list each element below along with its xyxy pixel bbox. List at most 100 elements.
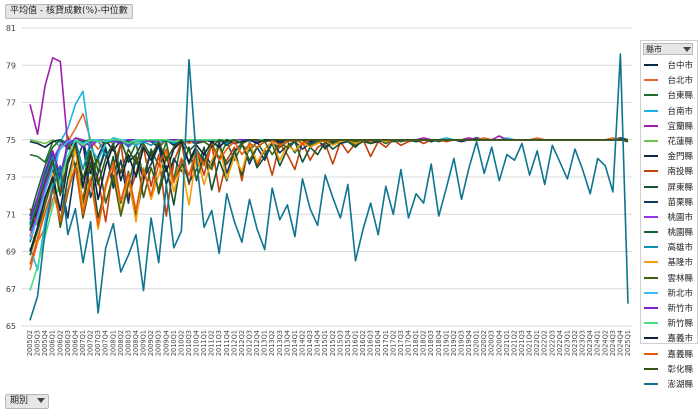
legend-swatch — [644, 155, 658, 158]
x-tick-label: 2018Q3 — [427, 330, 435, 356]
x-tick-label: 2015Q2 — [329, 330, 337, 356]
legend-item[interactable]: 苗栗縣 — [643, 195, 697, 210]
legend-item[interactable]: 澎湖縣 — [643, 377, 697, 392]
x-tick-label: 2008Q2 — [117, 330, 125, 356]
x-tick-label: 2018Q1 — [412, 330, 420, 356]
x-tick-label: 2020Q1 — [473, 330, 481, 356]
legend-label: 花蓮縣 — [667, 136, 693, 147]
legend-item[interactable]: 桃園市 — [643, 210, 697, 225]
x-tick-label: 2016Q3 — [367, 330, 375, 356]
legend-item[interactable]: 彰化縣 — [643, 362, 697, 377]
legend-item[interactable]: 雲林縣 — [643, 271, 697, 286]
x-tick-label: 2023Q2 — [571, 330, 579, 356]
x-tick-label: 2021Q4 — [526, 330, 534, 356]
legend-item[interactable]: 基隆市 — [643, 255, 697, 270]
x-tick-label: 2009Q1 — [140, 330, 148, 356]
x-tick-label: 2023Q1 — [563, 330, 571, 356]
legend-swatch — [644, 215, 658, 218]
legend-item[interactable]: 新竹市 — [643, 301, 697, 316]
x-tick-label: 2014Q4 — [314, 330, 322, 356]
legend-item[interactable]: 新北市 — [643, 286, 697, 301]
x-tick-label: 2007Q1 — [79, 330, 87, 356]
legend-item[interactable]: 桃園縣 — [643, 225, 697, 240]
legend-title-text: 縣市 — [646, 45, 662, 54]
x-tick-label: 2014Q2 — [299, 330, 307, 356]
legend-item[interactable]: 花蓮縣 — [643, 134, 697, 149]
legend-item[interactable]: 宜蘭縣 — [643, 119, 697, 134]
x-tick-label: 2012Q1 — [230, 330, 238, 356]
legend-swatch — [644, 367, 658, 370]
y-tick-label: 79 — [6, 61, 16, 70]
x-tick-label: 2020Q4 — [495, 330, 503, 356]
legend-label: 金門縣 — [667, 152, 693, 163]
filter-icon[interactable] — [37, 395, 45, 408]
y-tick-label: 67 — [6, 285, 16, 294]
legend-label: 桃園縣 — [667, 228, 693, 239]
legend-label: 嘉義市 — [667, 334, 693, 345]
legend-item[interactable]: 嘉義縣 — [643, 347, 697, 362]
y-tick-label: 69 — [6, 248, 16, 257]
x-tick-label: 2017Q1 — [382, 330, 390, 356]
legend-item[interactable]: 嘉義市 — [643, 331, 697, 346]
legend-swatch — [644, 246, 658, 249]
x-axis-ticks: 2005Q2 2005Q3 2005Q4 2006Q1 2006Q2 2006Q3 2006… — [26, 330, 632, 356]
category-field-label: 期別 — [10, 396, 29, 406]
value-field-button[interactable]: 平均值 - 核貸成數(%)-中位數 — [5, 4, 133, 19]
x-tick-label: 2011Q3 — [215, 330, 223, 356]
legend-swatch — [644, 291, 658, 294]
legend-label: 屏東縣 — [667, 182, 693, 193]
legend-item[interactable]: 南投縣 — [643, 164, 697, 179]
legend-label: 澎湖縣 — [667, 379, 693, 390]
x-tick-label: 2019Q2 — [450, 330, 458, 356]
x-tick-label: 2011Q2 — [208, 330, 216, 356]
x-tick-label: 2015Q3 — [336, 330, 344, 356]
legend-swatch — [644, 94, 658, 97]
x-tick-label: 2012Q3 — [246, 330, 254, 356]
x-tick-label: 2024Q1 — [594, 330, 602, 356]
filter-icon[interactable] — [683, 45, 691, 55]
legend: 縣市 台中市台北市台東縣台南市 宜蘭縣花蓮縣金門縣 南投縣屏東縣苗栗縣桃園市桃園縣高… — [640, 40, 698, 390]
x-tick-label: 2021Q2 — [510, 330, 518, 356]
legend-item[interactable]: 金門縣 — [643, 149, 697, 164]
legend-swatch — [644, 322, 658, 325]
legend-item[interactable]: 台南市 — [643, 104, 697, 119]
legend-label: 新北市 — [667, 288, 693, 299]
x-tick-label: 2011Q1 — [200, 330, 208, 356]
y-tick-label: 81 — [6, 24, 16, 33]
x-tick-label: 2024Q2 — [601, 330, 609, 356]
x-tick-label: 2024Q3 — [609, 330, 617, 356]
legend-title[interactable]: 縣市 — [643, 43, 693, 55]
series-line — [29, 53, 629, 321]
x-tick-label: 2006Q2 — [56, 330, 64, 356]
x-tick-label: 2010Q1 — [170, 330, 178, 356]
legend-item[interactable]: 新竹縣 — [643, 316, 697, 331]
x-tick-label: 2009Q3 — [155, 330, 163, 356]
legend-item[interactable]: 台北市 — [643, 73, 697, 88]
legend-item[interactable]: 屏東縣 — [643, 180, 697, 195]
legend-swatch — [644, 231, 658, 234]
x-tick-label: 2010Q4 — [193, 330, 201, 356]
legend-swatch — [644, 109, 658, 112]
x-tick-label: 2021Q3 — [518, 330, 526, 356]
legend-item[interactable]: 高雄市 — [643, 240, 697, 255]
x-tick-label: 2013Q1 — [261, 330, 269, 356]
legend-swatch — [644, 382, 658, 385]
x-tick-label: 2014Q1 — [291, 330, 299, 356]
legend-label: 台東縣 — [667, 91, 693, 102]
x-tick-label: 2017Q3 — [397, 330, 405, 356]
legend-swatch — [644, 337, 658, 340]
legend-item[interactable]: 台東縣 — [643, 88, 697, 103]
y-tick-label: 75 — [6, 136, 16, 145]
x-tick-label: 2020Q2 — [480, 330, 488, 356]
series-line — [29, 90, 628, 271]
x-tick-label: 2023Q4 — [586, 330, 594, 356]
x-tick-label: 2022Q2 — [541, 330, 549, 356]
legend-item[interactable]: 台中市 — [643, 58, 697, 73]
y-tick-label: 77 — [6, 99, 16, 108]
x-tick-label: 2007Q4 — [102, 330, 110, 356]
category-field-button[interactable]: 期別 — [5, 394, 49, 409]
legend-swatch — [644, 276, 658, 279]
legend-label: 桃園市 — [667, 212, 693, 223]
legend-label: 台中市 — [667, 61, 693, 71]
legend-items: 台中市台北市台東縣台南市 宜蘭縣花蓮縣金門縣 南投縣屏東縣苗栗縣桃園市桃園縣 高雄市基… — [643, 58, 697, 392]
